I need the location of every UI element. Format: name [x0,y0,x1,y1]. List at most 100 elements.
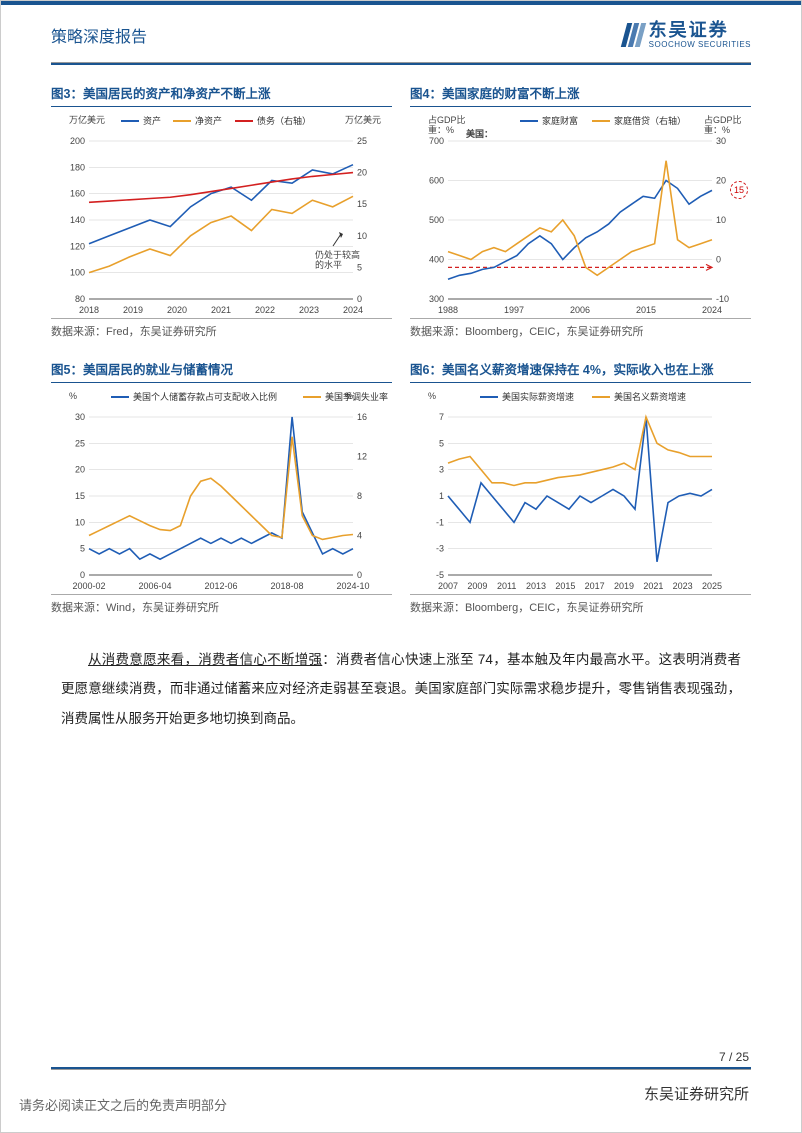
svg-text:1997: 1997 [504,305,524,315]
footer-institution: 东吴证券研究所 [644,1083,749,1104]
figure-3-title: 图3：美国居民的资产和净资产不断上涨 [51,83,392,107]
svg-text:2019: 2019 [123,305,143,315]
figure-4-chart: 300400500600700-100102030占GDP比重：%占GDP比重：… [410,109,751,319]
figure-4-svg: 300400500600700-100102030占GDP比重：%占GDP比重：… [410,109,750,319]
svg-text:%: % [428,391,436,401]
svg-text:2006-04: 2006-04 [138,581,171,591]
svg-text:-3: -3 [436,543,444,553]
figure-6-chart: -5-3-11357%20072009201120132015201720192… [410,385,751,595]
figure-4-title: 图4：美国家庭的财富不断上涨 [410,83,751,107]
svg-text:0: 0 [716,254,721,264]
svg-text:1: 1 [439,491,444,501]
svg-text:家庭财富: 家庭财富 [542,115,578,126]
svg-text:-10: -10 [716,294,729,304]
svg-text:20: 20 [716,175,726,185]
svg-text:2007: 2007 [438,581,458,591]
svg-text:2018: 2018 [79,305,99,315]
svg-text:400: 400 [429,254,444,264]
svg-text:0: 0 [80,570,85,580]
svg-text:15: 15 [357,199,367,209]
svg-text:占GDP比: 占GDP比 [428,114,466,125]
svg-text:2023: 2023 [299,305,319,315]
svg-text:300: 300 [429,294,444,304]
svg-text:30: 30 [716,136,726,146]
svg-text:200: 200 [70,136,85,146]
svg-text:3: 3 [439,464,444,474]
svg-text:2021: 2021 [211,305,231,315]
svg-text:12: 12 [357,451,367,461]
svg-text:20: 20 [357,167,367,177]
svg-text:美国：: 美国： [466,128,493,139]
svg-text:2020: 2020 [167,305,187,315]
svg-text:2025: 2025 [702,581,722,591]
svg-text:2023: 2023 [673,581,693,591]
svg-text:500: 500 [429,215,444,225]
svg-text:-5: -5 [436,570,444,580]
svg-text:5: 5 [357,262,362,272]
logo-text: 东吴证券 SOOCHOW SECURITIES [649,21,751,50]
figure-6-title: 图6：美国名义薪资增速保持在 4%，实际收入也在上涨 [410,359,751,383]
figure-6-source: 数据来源：Bloomberg，CEIC，东吴证券研究所 [410,595,751,615]
svg-text:-1: -1 [436,517,444,527]
svg-text:16: 16 [357,412,367,422]
svg-text:8: 8 [357,491,362,501]
svg-text:2024-10: 2024-10 [336,581,369,591]
svg-text:180: 180 [70,162,85,172]
svg-text:占GDP比: 占GDP比 [704,114,742,125]
page-number: 7 / 25 [719,1050,749,1064]
figure-3: 图3：美国居民的资产和净资产不断上涨 801001201401601802000… [51,83,392,339]
svg-text:15: 15 [75,491,85,501]
svg-text:美国个人储蓄存款占可支配收入比例: 美国个人储蓄存款占可支配收入比例 [133,391,277,402]
svg-text:0: 0 [357,294,362,304]
svg-text:万亿美元: 万亿美元 [69,114,105,125]
body-paragraph: 从消费意愿来看，消费者信心不断增强：消费者信心快速上涨至 74，基本触及年内最高… [1,615,801,734]
svg-text:2024: 2024 [702,305,722,315]
svg-text:美国季调失业率（右轴）: 美国季调失业率（右轴） [325,391,391,402]
logo-mark-icon [624,23,643,47]
svg-text:2011: 2011 [497,581,516,591]
figure-3-source: 数据来源：Fred，东吴证券研究所 [51,319,392,339]
logo-cn: 东吴证券 [649,21,751,41]
svg-text:1988: 1988 [438,305,458,315]
svg-text:2017: 2017 [585,581,605,591]
page-header: 策略深度报告 东吴证券 SOOCHOW SECURITIES [1,5,801,60]
svg-text:债务（右轴）: 债务（右轴） [257,115,311,126]
svg-text:万亿美元: 万亿美元 [345,114,381,125]
svg-text:美国名义薪资增速: 美国名义薪资增速 [614,391,686,402]
figure-5-source: 数据来源：Wind，东吴证券研究所 [51,595,392,615]
figure-5-chart: 0510152025300481216%%2000-022006-042012-… [51,385,392,595]
svg-text:160: 160 [70,188,85,198]
paragraph-lead: 从消费意愿来看，消费者信心不断增强 [88,652,322,667]
svg-text:2009: 2009 [467,581,487,591]
svg-text:家庭借贷（右轴）: 家庭借贷（右轴） [614,115,686,126]
svg-text:10: 10 [716,215,726,225]
svg-text:600: 600 [429,175,444,185]
svg-text:美国实际薪资增速: 美国实际薪资增速 [502,391,574,402]
svg-text:2012-06: 2012-06 [204,581,237,591]
svg-text:重：%: 重：% [704,124,730,135]
logo-en: SOOCHOW SECURITIES [649,41,751,50]
page: 策略深度报告 东吴证券 SOOCHOW SECURITIES 图3：美国居民的资… [0,0,802,1133]
svg-text:资产: 资产 [143,115,161,126]
svg-text:20: 20 [75,464,85,474]
svg-text:2006: 2006 [570,305,590,315]
figure-4: 图4：美国家庭的财富不断上涨 300 400 500 600 700 -10 0 10 20 30… [410,83,751,339]
svg-text:2000-02: 2000-02 [72,581,105,591]
svg-text:%: % [69,391,77,401]
figure-6: 图6：美国名义薪资增速保持在 4%，实际收入也在上涨 -5-3-11357%20… [410,359,751,615]
report-title: 策略深度报告 [51,23,147,47]
svg-text:700: 700 [429,136,444,146]
figure-3-chart: 801001201401601802000510152025万亿美元万亿美元20… [51,109,392,319]
figure-6-svg: -5-3-11357%20072009201120132015201720192… [410,385,750,595]
svg-text:5: 5 [439,438,444,448]
svg-text:2021: 2021 [643,581,663,591]
svg-text:0: 0 [357,570,362,580]
svg-text:2018-08: 2018-08 [270,581,303,591]
svg-text:80: 80 [75,294,85,304]
footer-rule [51,1067,751,1070]
svg-text:140: 140 [70,215,85,225]
svg-text:的水平: 的水平 [315,259,342,270]
svg-text:10: 10 [357,230,367,240]
footer-disclaimer: 请务必阅读正文之后的免责声明部分 [19,1095,227,1114]
svg-text:30: 30 [75,412,85,422]
